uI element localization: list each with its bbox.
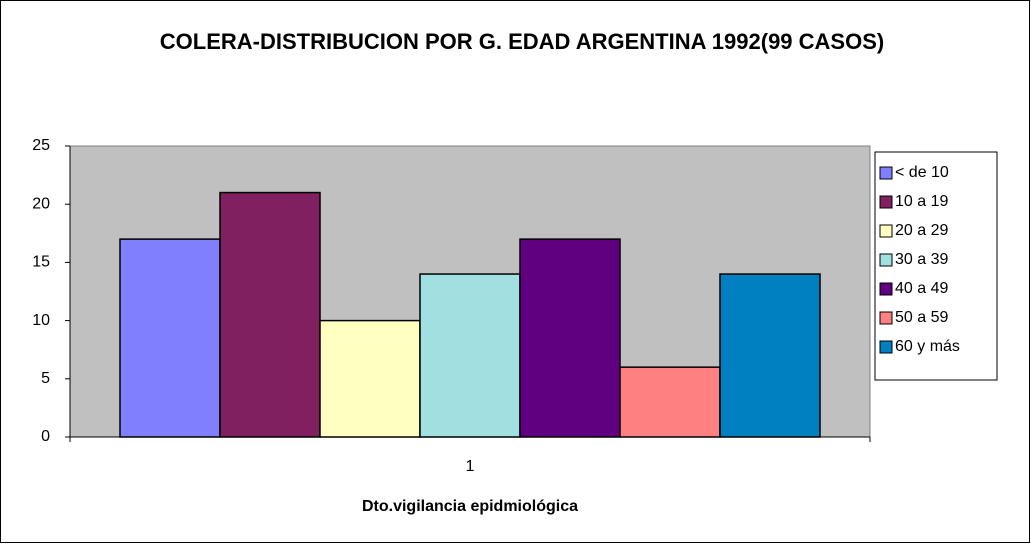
legend-label: 10 a 19: [895, 193, 948, 210]
legend-box: [874, 151, 998, 381]
chart-title: COLERA-DISTRIBUCION POR G. EDAD ARGENTIN…: [159, 29, 885, 54]
x-tick-label: 1: [466, 458, 475, 475]
bar: [519, 238, 621, 438]
y-tick-label: 25: [32, 137, 50, 154]
legend-swatch: [879, 195, 893, 209]
legend-swatch: [879, 253, 893, 267]
legend-label: 30 a 39: [895, 251, 948, 268]
y-tick-label: 20: [32, 195, 50, 212]
legend-swatch: [879, 311, 893, 325]
legend-label: 40 a 49: [895, 280, 948, 297]
legend-label: 60 y más: [895, 338, 960, 355]
bar: [119, 238, 221, 438]
legend-label: < de 10: [895, 164, 949, 181]
y-tick-label: 5: [41, 370, 50, 387]
y-tick-label: 15: [32, 254, 50, 271]
bar: [319, 319, 421, 438]
legend-label: 20 a 29: [895, 222, 948, 239]
bar: [419, 273, 521, 438]
x-axis-title: Dto.vigilancia epidmiológica: [362, 498, 578, 515]
y-tick-label: 10: [32, 312, 50, 329]
legend-swatch: [879, 224, 893, 238]
legend-swatch: [879, 282, 893, 296]
y-tick-label: 0: [41, 428, 50, 445]
bar: [219, 191, 321, 438]
legend-swatch: [879, 166, 893, 180]
legend-swatch: [879, 340, 893, 354]
legend-label: 50 a 59: [895, 309, 948, 326]
bar: [619, 366, 721, 438]
bar: [719, 273, 821, 438]
